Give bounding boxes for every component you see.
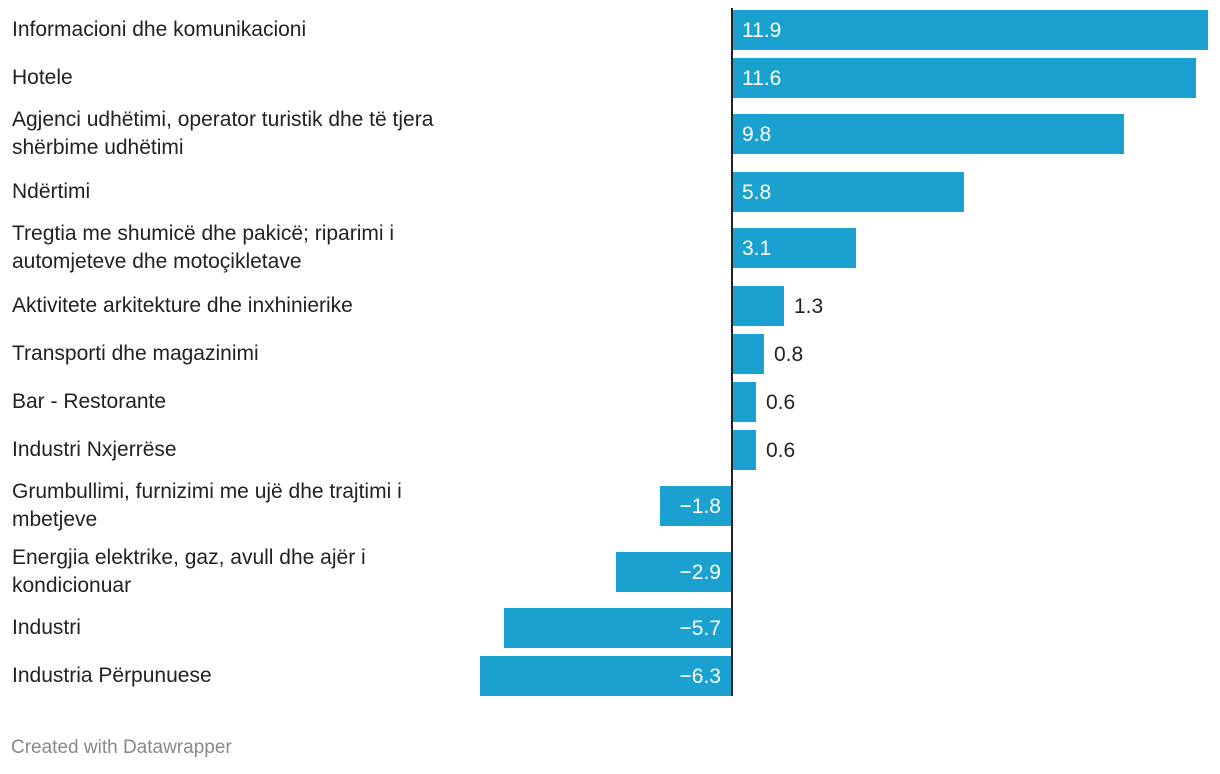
bar bbox=[732, 228, 856, 268]
bar bbox=[504, 608, 732, 648]
bar-value-label: 0.8 bbox=[774, 343, 803, 366]
bar-value-label: −5.7 bbox=[680, 617, 721, 640]
bar-value-label: −1.8 bbox=[680, 495, 721, 518]
category-label: Grumbullimi, furnizimi me ujë dhe trajti… bbox=[12, 480, 402, 531]
category-label: Aktivitete arkitekture dhe inxhinierike bbox=[12, 294, 353, 317]
bar-value-label: 11.6 bbox=[742, 67, 781, 90]
bar bbox=[732, 334, 764, 374]
category-label: Bar - Restorante bbox=[12, 390, 167, 413]
category-label: Industri Nxjerrëse bbox=[12, 438, 177, 461]
bar bbox=[732, 114, 1124, 154]
bar-value-label: 5.8 bbox=[742, 181, 771, 204]
bar bbox=[732, 286, 784, 326]
bar-value-label: 11.9 bbox=[742, 19, 781, 42]
category-label: Industri bbox=[12, 616, 81, 639]
bar-value-label: 0.6 bbox=[766, 391, 795, 414]
bar bbox=[732, 58, 1196, 98]
category-label: Informacioni dhe komunikacioni bbox=[12, 18, 307, 41]
bar bbox=[732, 382, 756, 422]
bar bbox=[732, 172, 964, 212]
bar-value-label: −6.3 bbox=[680, 665, 721, 688]
category-label: Energjia elektrike, gaz, avull dhe ajër … bbox=[12, 546, 366, 597]
category-label: Hotele bbox=[12, 66, 73, 89]
bar-value-label: 1.3 bbox=[794, 295, 823, 318]
bar-value-label: 9.8 bbox=[742, 123, 771, 146]
bar-value-label: 0.6 bbox=[766, 439, 795, 462]
category-label: Ndërtimi bbox=[12, 180, 91, 203]
bar-value-label: 3.1 bbox=[742, 237, 771, 260]
bar bbox=[732, 430, 756, 470]
category-label: Industria Përpunuese bbox=[12, 664, 212, 687]
category-label: Agjenci udhëtimi, operator turistik dhe … bbox=[12, 108, 434, 159]
bar bbox=[480, 656, 732, 696]
bar-value-label: −2.9 bbox=[680, 561, 721, 584]
bar bbox=[732, 10, 1208, 50]
category-label: Transporti dhe magazinimi bbox=[12, 342, 259, 365]
bar bbox=[616, 552, 732, 592]
bar bbox=[660, 486, 732, 526]
category-label: Tregtia me shumicë dhe pakicë; riparimi … bbox=[12, 222, 395, 273]
datawrapper-credit[interactable]: Created with Datawrapper bbox=[11, 737, 232, 758]
